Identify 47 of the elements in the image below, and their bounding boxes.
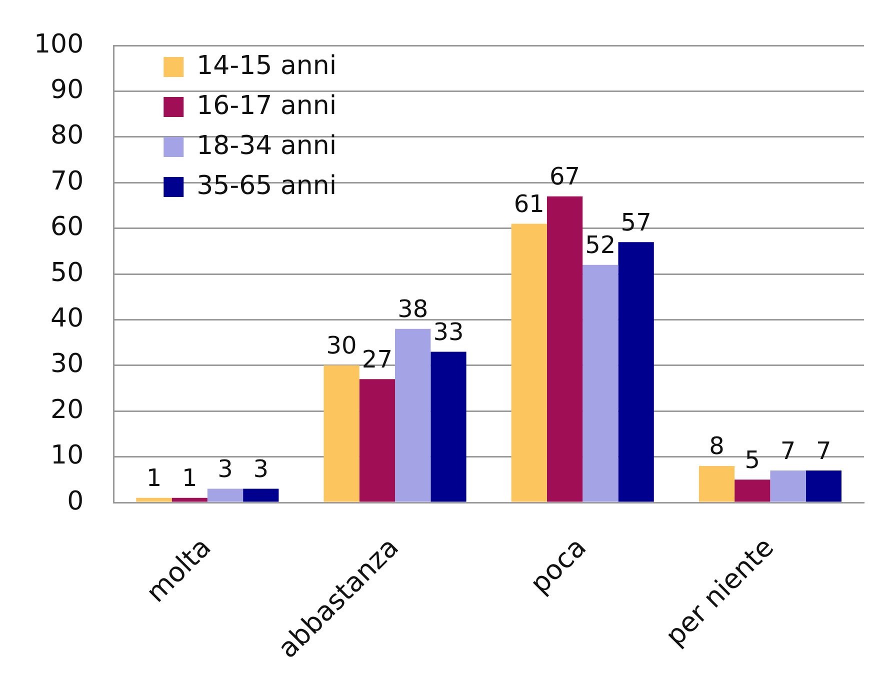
bar: [734, 480, 770, 502]
data-label: 27: [362, 345, 392, 374]
bar: [618, 242, 654, 502]
data-label: 5: [744, 446, 760, 474]
bar: [243, 488, 279, 502]
y-tick-label: 70: [50, 166, 84, 196]
bar: [395, 328, 431, 502]
legend-label: 14-15 anni: [196, 50, 337, 81]
data-label: 57: [620, 208, 652, 236]
data-label: 67: [550, 162, 580, 191]
y-tick-label: 90: [50, 75, 84, 106]
bar: [698, 466, 735, 502]
data-label: 1: [146, 464, 162, 492]
bar: [430, 352, 466, 502]
y-tick-label: 10: [50, 440, 84, 471]
bar: [582, 264, 618, 502]
legend-label: 16-17 anni: [196, 90, 337, 121]
data-label: 52: [585, 231, 616, 260]
y-tick-label: 80: [50, 120, 84, 151]
bar: [511, 224, 547, 502]
y-tick-label: 0: [67, 486, 84, 516]
bar: [324, 365, 360, 502]
y-tick-label: 30: [50, 349, 84, 380]
legend-label: 35-65 anni: [196, 170, 337, 201]
bar: [359, 379, 396, 502]
data-label: 7: [816, 436, 832, 465]
legend-label: 18-34 anni: [196, 130, 337, 161]
y-tick-label: 50: [50, 258, 84, 288]
y-tick-label: 20: [50, 394, 84, 425]
data-label: 3: [218, 455, 233, 484]
data-label: 33: [433, 318, 464, 346]
bar: [172, 498, 208, 502]
bar: [546, 196, 583, 502]
data-label: 7: [780, 436, 796, 465]
y-tick-label: 100: [34, 29, 84, 60]
data-label: 61: [514, 190, 544, 218]
y-tick-label: 40: [50, 303, 84, 334]
bar: [806, 470, 842, 502]
bar: [770, 470, 806, 502]
bar: [207, 488, 244, 502]
data-label: 30: [326, 332, 357, 360]
bar: [136, 498, 172, 502]
data-label: 38: [398, 295, 428, 324]
y-tick-label: 60: [50, 212, 84, 242]
data-label: 1: [182, 464, 198, 492]
data-label: 3: [253, 455, 269, 484]
data-label: 8: [709, 432, 724, 460]
